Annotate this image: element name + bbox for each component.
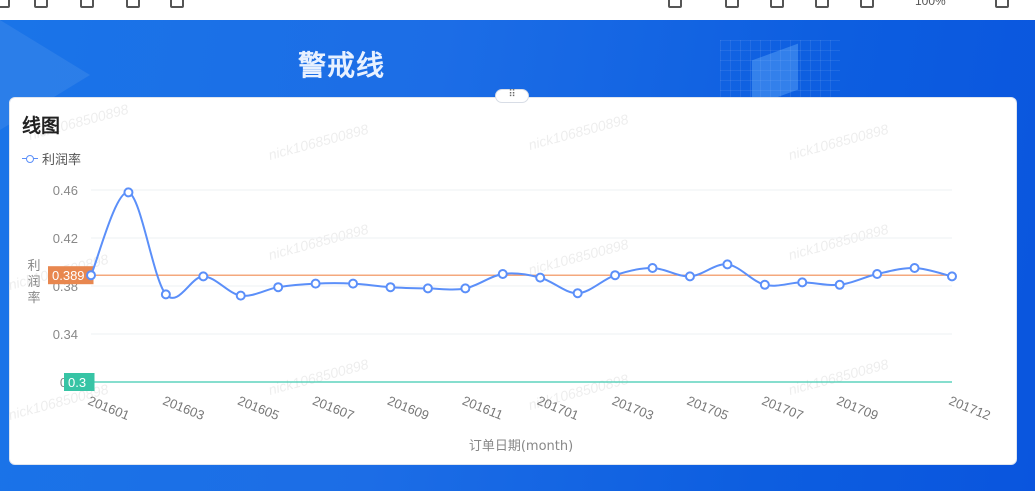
x-tick-labels: 201601 201603 201605 201607 201609 201611 2017… [86,393,993,423]
reference-lines: 0.389 0.3 [48,266,952,391]
home-icon[interactable] [0,0,10,8]
x-tick-label: 201603 [161,393,207,423]
watermark-text: nick1068500898 [267,356,371,398]
link-icon[interactable] [170,0,184,8]
drag-handle[interactable]: ⠿ [495,89,529,103]
y-tick-label: 0.42 [53,231,78,246]
watermarks: nick1068500898 nick1068500898 nick10685008… [7,101,891,423]
data-point [684,271,695,282]
watermark-text: nick1068500898 [787,356,891,398]
copy-icon[interactable] [725,0,739,8]
watermark-text: nick1068500898 [267,221,371,263]
save-icon[interactable] [34,0,48,8]
data-point [722,259,733,270]
export-icon[interactable] [80,0,94,8]
data-point [348,278,359,289]
data-point [947,271,957,282]
data-point [310,278,321,289]
data-point [86,270,96,281]
x-tick-label: 201709 [835,393,881,423]
filter-icon[interactable] [668,0,682,8]
data-point [385,282,396,293]
chart-legend[interactable]: 利润率 [22,149,81,168]
data-point [909,263,920,273]
reference-badge [48,266,94,285]
y-tick-labels: 0.30.340.380.420.46 [53,183,78,390]
data-point [123,187,134,198]
x-tick-label: 201609 [385,393,431,423]
data-point [610,270,621,281]
data-point [198,271,209,282]
x-tick-label: 201601 [86,393,132,423]
zoom-icon[interactable] [815,0,829,8]
grid-lines [91,189,952,383]
data-point [572,288,583,299]
legend-entry-label: 利润率 [42,153,82,168]
zoom-level[interactable]: 100% [915,0,946,8]
data-point [497,269,508,279]
watermark-text: nick1068500898 [787,121,891,163]
data-point [273,282,284,293]
data-point [160,289,171,300]
chart-title: 线图 [22,115,61,137]
data-point [460,283,471,294]
data-point [872,269,883,279]
x-tick-label: 201611 [460,393,505,423]
x-tick-label: 201605 [236,393,282,423]
decor-grid [720,40,840,100]
chart-icon[interactable] [770,0,784,8]
series-points [86,187,957,301]
x-axis-label: 订单日期(month) [469,439,573,454]
watermark-text: nick1068500898 [787,221,891,263]
reference-label: 0.389 [52,268,85,283]
watermark-text: nick1068500898 [27,101,131,143]
data-point [235,290,246,301]
x-tick-label: 201607 [310,393,356,423]
dashboard-title: 警戒线 [298,49,386,82]
y-axis-label: 利润率 [27,259,40,306]
reference-label: 0.3 [68,375,86,390]
data-point [535,272,546,283]
y-tick-label: 0.34 [53,327,78,342]
data-point [834,279,845,290]
y-tick-label: 0.46 [53,183,78,198]
fullscreen-icon[interactable] [995,0,1009,8]
image-icon[interactable] [126,0,140,8]
data-point [422,283,433,294]
watermark-text: nick1068500898 [267,121,371,163]
data-point [647,263,658,273]
x-tick-label: 201712 [947,393,993,423]
data-point [759,279,770,290]
toolbar [0,0,1035,20]
watermark-text: nick1068500898 [527,111,631,153]
legend-line-marker-icon [22,154,38,164]
x-tick-label: 201707 [760,393,806,423]
x-tick-label: 201705 [685,393,731,423]
data-point [797,277,808,288]
download-icon[interactable] [860,0,874,8]
chart-card [9,97,1017,465]
reference-badge [64,373,95,391]
x-tick-label: 201703 [610,393,656,423]
